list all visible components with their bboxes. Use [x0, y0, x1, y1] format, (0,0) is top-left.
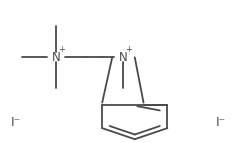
- Text: +: +: [58, 45, 65, 54]
- Text: I⁻: I⁻: [216, 116, 226, 129]
- Text: N: N: [119, 51, 128, 64]
- Text: +: +: [125, 45, 133, 54]
- Text: I⁻: I⁻: [11, 116, 21, 129]
- Text: N: N: [51, 51, 60, 64]
